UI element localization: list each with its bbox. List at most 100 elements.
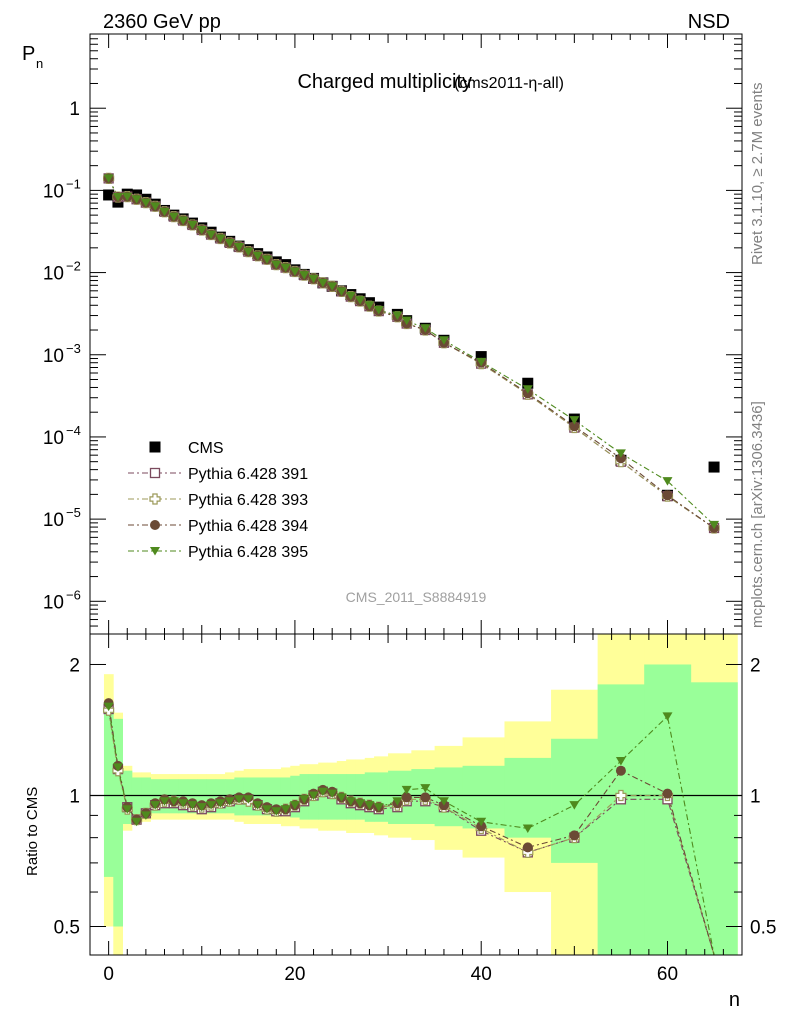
uncertainty-band-inner [150,779,161,814]
ratio-panel: 2 2 1 1 0.5 0.5 0 20 40 60 Ratio to CMS n [24,633,776,1011]
uncertainty-band-inner [131,777,142,816]
mc-point-4 [709,520,720,530]
y-tick-exponent: −3 [66,341,81,356]
ratio-point-4 [327,789,338,799]
mc-point-4 [615,449,626,458]
ratio-point-4 [662,712,673,721]
uncertainty-band-inner [504,757,552,838]
chart-title: Charged multiplicity [297,71,472,93]
energy-label: 2360 GeV pp [103,11,221,33]
uncertainty-band-inner [364,772,375,822]
mc-point-4 [150,202,161,211]
ratio-point-4 [243,795,254,804]
ratio-y-tick-label-left: 0.5 [54,917,80,938]
ratio-ticks: 2 2 1 1 0.5 0.5 0 20 40 60 [54,634,776,985]
y-tick-label: 10 [43,181,64,202]
uncertainty-band-inner [262,777,273,816]
y-tick-label: 10 [43,510,64,531]
y-tick-exponent: −6 [66,587,81,602]
legend: CMS Pythia 6.428 391 Pythia 6.428 393 Pythi… [128,440,308,561]
mc-point-4 [243,247,254,257]
ratio-point-2 [615,789,627,802]
ratio-point-4 [261,805,272,814]
mc-point-4 [308,274,319,284]
y-tick-label: 10 [43,346,64,367]
y-tick-label: 1 [69,99,80,120]
cms-point [475,351,487,363]
ratio-point-4 [140,811,151,820]
mc-point-4 [289,267,300,277]
legend-label: Pythia 6.428 393 [188,492,308,509]
mc-point-4 [168,212,179,222]
mc-point-4 [569,416,580,425]
legend-label: Pythia 6.428 394 [188,518,308,535]
legend-marker [150,547,160,556]
y-tick-exponent: −5 [66,505,81,520]
cms-point [522,377,534,389]
mc-point-4 [299,271,310,280]
mc-point-4 [122,192,133,202]
ratio-point-4 [103,702,114,712]
ratio-y-tick-label-left: 1 [69,786,80,807]
x-tick-label: 20 [284,964,305,985]
mc-point-3 [662,490,673,501]
ratio-point-4 [299,795,310,804]
ratio-point-4 [112,763,123,772]
ratio-frame [89,633,743,956]
mc-point-4 [224,238,235,248]
x-tick-label: 40 [471,964,492,985]
mc-point-4 [140,198,151,208]
uncertainty-band-inner [290,775,300,818]
uncertainty-band-inner [141,777,151,816]
ratio-point-4 [122,805,133,814]
mc-point-4 [187,220,198,230]
ratio-point-3 [662,788,673,799]
ratio-point-4 [317,787,328,797]
ratio-y-tick-label-right: 2 [750,655,761,676]
mc-point-4 [178,216,189,226]
ratio-point-4 [271,807,282,816]
ratio-point-4 [215,799,226,808]
ratio-point-4 [401,785,412,795]
mc-point-4 [373,306,384,315]
uncertainty-band-inner [374,772,389,822]
uncertainty-band-inner [551,738,599,863]
ratio-point-4 [289,801,300,810]
mc-point-4 [252,251,263,261]
legend-label: CMS [188,440,224,457]
ratio-y-tick-label-right: 0.5 [750,917,776,938]
ratio-point-4 [168,797,179,806]
ratio-content [90,634,742,956]
ratio-y-axis-label: Ratio to CMS [24,787,41,876]
ratio-point-4 [206,801,217,810]
mc-point-4 [271,260,282,270]
main-ticks: 110−110−210−310−410−510−6 [43,33,742,635]
legend-marker [150,520,160,530]
ratio-point-4 [522,824,533,833]
mc-point-4 [438,336,449,345]
mc-point-4 [234,242,245,252]
ratio-point-4 [438,797,449,806]
mc-point-3 [615,453,626,464]
mc-point-4 [336,287,347,296]
uncertainty-band-inner [271,777,282,816]
ratio-point-4 [150,801,161,810]
process-label: NSD [688,11,730,33]
uncertainty-band-inner [434,767,463,827]
y-axis-label: P [22,43,35,65]
mc-point-4 [131,195,142,204]
ratio-point-4 [364,801,375,810]
ratio-point-4 [280,805,291,814]
mc-point-4 [317,278,328,288]
mc-point-3 [569,421,580,432]
rivet-version-label: Rivet 3.1.10, ≥ 2.7M events [749,83,766,266]
uncertainty-band-inner [206,779,217,814]
mc-point-4 [206,230,217,240]
ratio-y-tick-label-right: 1 [750,786,761,807]
ratio-point-4 [159,797,170,806]
mc-point-4 [345,291,356,301]
y-tick-exponent: −2 [66,259,81,274]
legend-label: Pythia 6.428 395 [188,544,308,561]
chart-subtitle: (cms2011-η-all) [454,75,564,92]
